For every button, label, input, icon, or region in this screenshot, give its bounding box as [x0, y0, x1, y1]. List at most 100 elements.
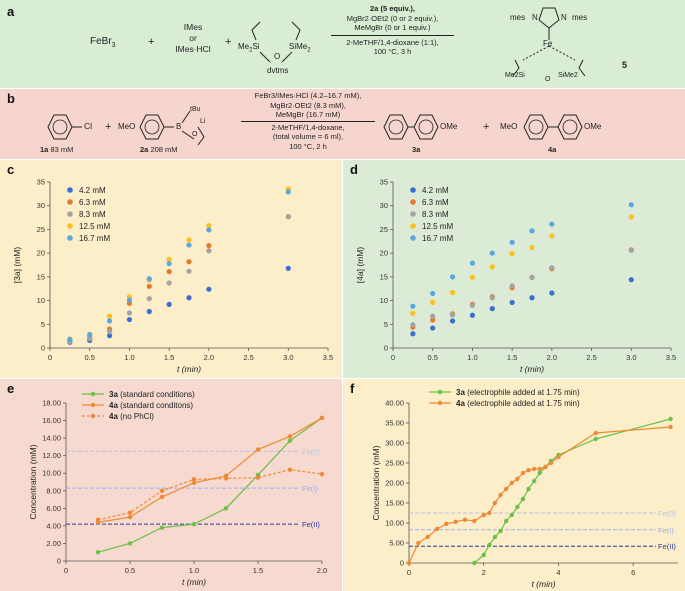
- chlorobenzene-structure: [47, 114, 82, 140]
- chart-d-legend-marker: [410, 199, 416, 205]
- chart-d-point-167mM: [509, 239, 515, 245]
- chart-f-series-point: [444, 521, 449, 526]
- panel-a: a FeBr3 + IMes or IMes·HCl + Me2Si O SiMe2…: [0, 0, 685, 88]
- chart-e-series-point: [159, 494, 165, 500]
- chart-d-point-83mM: [430, 313, 436, 319]
- chart-c-point-167mM: [67, 336, 73, 343]
- chart-e-series-point: [255, 447, 261, 452]
- chart-d-point-125mM: [410, 310, 416, 316]
- chart-d-y-tick-label: 0: [384, 344, 388, 353]
- chart-f-series-point: [537, 470, 542, 476]
- panel-f: f 0 2 4 6 0 5.00 10.00 15.00 20.00 25.00 30.00 35.0…: [343, 379, 685, 591]
- chart-c-point-125mM: [206, 223, 212, 229]
- chart-c-point-83mM: [146, 296, 152, 302]
- chart-d-y-tick-label: 35: [380, 178, 388, 187]
- product-5-structure: [512, 7, 586, 77]
- chart-f-series-point: [509, 512, 514, 518]
- chart-d-point-167mM: [549, 221, 555, 227]
- chart-e-y-tick-label: 6.00: [46, 504, 61, 513]
- chart-d-point-42mM: [430, 325, 436, 331]
- chart-e-series-line: [97, 417, 323, 553]
- panel-c-label: c: [7, 162, 15, 177]
- chart-e-series-point: [95, 517, 101, 522]
- chart-f-legend-marker: [437, 389, 443, 395]
- chart-c-point-42mM: [126, 316, 133, 323]
- chart-d-point-83mM: [449, 312, 456, 318]
- chart-f-series-point: [434, 526, 440, 532]
- chart-e-ref-label: Fe(I): [302, 484, 318, 493]
- plus-sign-b2: +: [483, 121, 490, 133]
- panel-a-conditions: 2a (5 equiv.), MgBr2·OEt2 (0 or 2 equiv.…: [325, 4, 460, 57]
- chart-f-legend-label: 4a (electrophile added at 1.75 min): [456, 399, 580, 408]
- chart-e-series-line: [97, 469, 323, 521]
- chart-d-point-83mM: [509, 283, 515, 289]
- chart-d-point-42mM: [489, 306, 495, 312]
- chart-d-y-tick-label: 20: [380, 249, 388, 258]
- sm2-caption: 2a 208 mM: [140, 145, 178, 154]
- chart-f-series-point: [498, 492, 503, 498]
- chart-c-legend-label: 12.5 mM: [79, 222, 110, 231]
- chart-f-series-line: [408, 426, 671, 564]
- chart-e-y-tick-label: 18.00: [42, 399, 61, 408]
- chart-c-legend-label: 8.3 mM: [79, 210, 106, 219]
- chart-d-y-tick-label: 30: [380, 201, 388, 210]
- dvtms-structure: [251, 21, 301, 63]
- chart-f-series-point: [526, 486, 531, 492]
- chart-c-point-167mM: [285, 189, 291, 195]
- chart-d-y-tick-label: 5: [384, 320, 388, 329]
- chart-d-legend-marker: [410, 211, 416, 217]
- chart-d-x-tick-label: 3.0: [626, 353, 636, 362]
- chart-c-point-167mM: [166, 260, 172, 267]
- cl-atom: Cl: [84, 121, 93, 131]
- chart-f-y-tick-label: 40.00: [385, 399, 404, 408]
- chart-c-x-tick-label: 2.0: [204, 353, 214, 362]
- chart-f-series-point: [593, 436, 599, 442]
- chart-e-y-tick-label: 12.00: [42, 451, 61, 460]
- chart-c-point-63mM: [166, 269, 172, 275]
- dvtms-o: O: [274, 52, 281, 61]
- chart-c-point-42mM: [166, 301, 172, 307]
- chart-e-y-tick-label: 4.00: [46, 521, 61, 530]
- boronate-structure: [139, 110, 205, 146]
- chart-c-legend-marker: [67, 223, 73, 229]
- chart-d-y-tick-label: 25: [380, 225, 388, 234]
- product-4a-structure: [523, 114, 583, 140]
- chart-e-y-label: Concentration (mM): [28, 444, 38, 519]
- chart-d-point-125mM: [430, 299, 436, 306]
- chart-e-series-point: [127, 510, 133, 515]
- chart-f-series-point: [531, 466, 537, 472]
- p2-label: 4a: [548, 145, 557, 154]
- chart-d-point-42mM: [410, 331, 416, 337]
- chart-e-series-point: [287, 438, 293, 443]
- chart-c: 0 0.5 1.0 1.5 2.0 2.5 3.0 3.5 0 5 10 15 20 25 30 35 t (m…: [12, 178, 333, 375]
- chart-d-legend-marker: [410, 235, 416, 241]
- chart-c-x-tick-label: 3.0: [283, 353, 293, 362]
- chart-e-series-point: [191, 521, 197, 527]
- chart-c-point-42mM: [106, 333, 113, 339]
- chart-c-point-63mM: [146, 283, 152, 289]
- chart-c-point-83mM: [106, 328, 113, 334]
- chart-f-series-point: [515, 504, 520, 510]
- chart-e-legend-marker: [90, 413, 96, 419]
- chart-e-legend-label: 3a (standard conditions): [109, 390, 195, 399]
- panel-b-label: b: [7, 91, 15, 106]
- chart-d-legend-marker: [410, 223, 416, 229]
- reaction-arrow-b: [241, 120, 375, 122]
- chart-c-legend-label: 4.2 mM: [79, 186, 106, 195]
- chart-f-series-point: [487, 542, 492, 548]
- chart-f-series-point: [520, 470, 526, 476]
- p2-ome: OMe: [584, 122, 602, 131]
- chart-e-y-tick-label: 16.00: [42, 416, 61, 425]
- chart-c-point-125mM: [186, 237, 192, 243]
- chart-d-y-label: [4a] (mM): [355, 247, 365, 284]
- chart-f-x-tick-label: 4: [556, 568, 560, 577]
- chart-e-series-point: [127, 541, 133, 546]
- chart-d-x-tick-label: 2.5: [586, 353, 596, 362]
- chart-f-series-point: [520, 496, 526, 502]
- chart-c-x-tick-label: 2.5: [243, 353, 253, 362]
- plus-sign-1: +: [148, 36, 155, 48]
- chart-f-y-tick-label: 25.00: [385, 459, 404, 468]
- chart-d-point-42mM: [509, 299, 515, 306]
- product-3a-structure: [383, 114, 439, 140]
- product-fe: Fe: [543, 39, 553, 48]
